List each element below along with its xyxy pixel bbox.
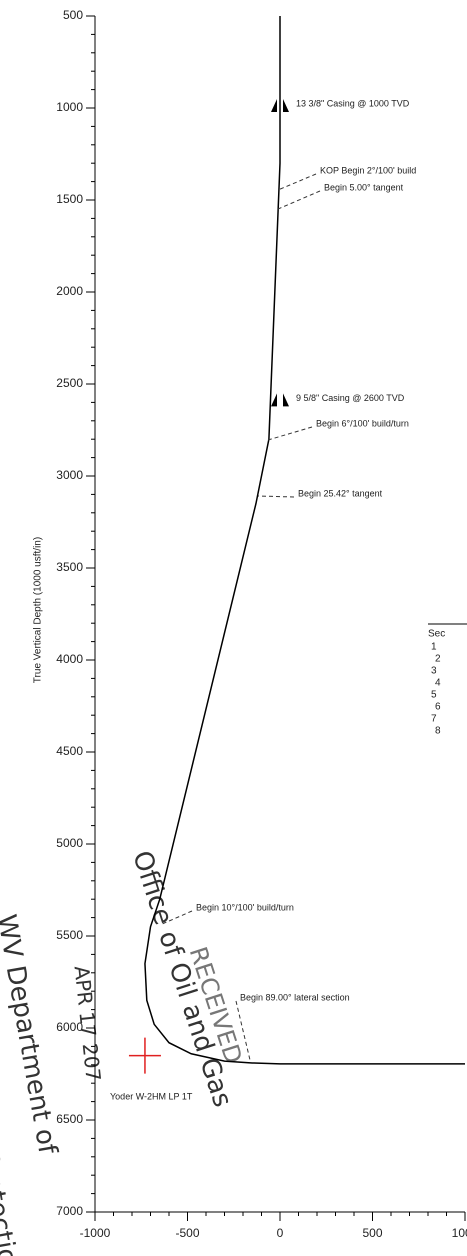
table-cell: 8 <box>435 726 441 737</box>
y-tick-label: 4500 <box>56 744 83 758</box>
stamp-text: tal Protection <box>0 1107 25 1256</box>
table-header: Sec <box>428 629 445 640</box>
y-tick-label: 1000 <box>56 100 83 114</box>
y-tick-label: 7000 <box>56 1204 83 1218</box>
table-cell: 1 <box>431 642 437 653</box>
y-tick-label: 2500 <box>56 376 83 390</box>
leader-line <box>277 173 317 191</box>
leader-line <box>277 190 321 210</box>
casing-label: 9 5/8" Casing @ 2600 TVD <box>296 393 405 403</box>
table-cell: 2 <box>435 654 441 665</box>
casing-marker <box>271 99 289 112</box>
stamp-text: WV Department of <box>0 912 63 1157</box>
target <box>128 1037 161 1074</box>
y-axis-label: True Vertical Depth (1000 usft/in) <box>33 537 44 683</box>
x-tick-label: 1000 <box>452 1226 467 1240</box>
leader-line <box>267 426 313 441</box>
y-tick-label: 2000 <box>56 284 83 298</box>
leader-line <box>159 910 193 926</box>
annotation: Begin 10°/100' build/turn <box>196 902 294 912</box>
y-tick-label: 6000 <box>56 1020 83 1034</box>
table-cell: 6 <box>435 702 441 713</box>
casing-marker <box>271 393 289 407</box>
annotation: KOP Begin 2°/100' build <box>320 165 416 175</box>
x-tick-label: 0 <box>277 1226 284 1240</box>
y-tick-label: 4000 <box>56 652 83 666</box>
y-tick-label: 6500 <box>56 1112 83 1126</box>
table-cell: 7 <box>431 714 437 725</box>
y-tick-label: 3500 <box>56 560 83 574</box>
leader-line <box>235 1000 251 1061</box>
y-tick-label: 1500 <box>56 192 83 206</box>
annotation: Begin 5.00° tangent <box>324 182 404 192</box>
target-label: Yoder W-2HM LP 1T <box>110 1091 193 1101</box>
y-tick-label: 500 <box>63 8 83 22</box>
leader-line <box>257 495 295 498</box>
y-tick-label: 5500 <box>56 928 83 942</box>
annotation: Begin 25.42° tangent <box>298 488 383 498</box>
x-tick-label: -1000 <box>80 1226 111 1240</box>
table-cell: 4 <box>435 678 441 689</box>
table-cell: 5 <box>431 690 437 701</box>
annotation: Begin 89.00° lateral section <box>240 992 350 1002</box>
table-cell: 3 <box>431 666 437 677</box>
annotation: Begin 6°/100' build/turn <box>316 418 409 428</box>
casing-label: 13 3/8" Casing @ 1000 TVD <box>296 98 410 108</box>
y-tick-label: 3000 <box>56 468 83 482</box>
x-tick-label: -500 <box>175 1226 199 1240</box>
trajectory <box>144 16 465 1065</box>
x-tick-label: 500 <box>362 1226 382 1240</box>
y-tick-label: 5000 <box>56 836 83 850</box>
